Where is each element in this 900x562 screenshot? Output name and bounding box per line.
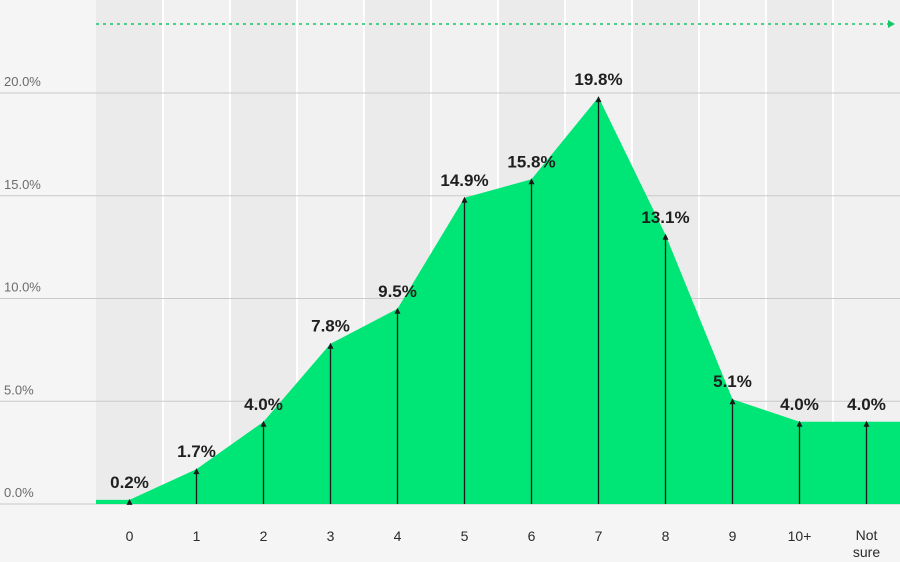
data-label: 4.0% — [244, 395, 283, 414]
y-axis: 0.0% 5.0% 10.0% 15.0% 20.0% — [4, 74, 41, 500]
area-layer — [96, 97, 900, 505]
top-indicator — [96, 20, 895, 28]
column-band — [96, 0, 163, 504]
data-labels: 0.2% 1.7% 4.0% 7.8% 9.5% 14.9% 15.8% 19.8% 13.1%… — [110, 70, 886, 492]
data-point-marker — [729, 398, 736, 405]
x-tick-label: 0 — [126, 528, 134, 544]
data-label: 0.2% — [110, 473, 149, 492]
x-tick-label: Not — [856, 527, 878, 543]
data-label: 19.8% — [574, 70, 622, 89]
data-point-marker — [126, 498, 133, 505]
data-point-marker — [863, 420, 870, 427]
data-label: 4.0% — [780, 395, 819, 414]
data-label: 4.0% — [847, 395, 886, 414]
data-point-marker — [193, 468, 200, 475]
area-fill — [96, 97, 900, 505]
data-point-marker — [796, 420, 803, 427]
column-band — [163, 0, 230, 504]
data-point-marker — [528, 178, 535, 185]
x-tick-label: 7 — [595, 528, 603, 544]
data-point-marker — [327, 342, 334, 349]
data-point-marker — [595, 96, 602, 103]
data-label: 1.7% — [177, 442, 216, 461]
x-tick-label: 4 — [394, 528, 402, 544]
data-label: 15.8% — [507, 152, 555, 171]
data-label: 13.1% — [641, 208, 689, 227]
arrow-right-icon — [888, 20, 895, 28]
data-label: 14.9% — [440, 171, 488, 190]
y-tick-label: 20.0% — [4, 74, 41, 89]
data-point-marker — [260, 420, 267, 427]
y-tick-label: 15.0% — [4, 177, 41, 192]
data-label: 9.5% — [378, 282, 417, 301]
x-tick-label: 10+ — [788, 528, 812, 544]
x-tick-label: sure — [853, 544, 880, 560]
data-point-marker — [461, 196, 468, 203]
data-point-marker — [662, 233, 669, 240]
data-label: 7.8% — [311, 317, 350, 336]
x-tick-label: 6 — [528, 528, 536, 544]
data-point-marker — [394, 307, 401, 314]
y-tick-label: 0.0% — [4, 485, 34, 500]
y-tick-label: 5.0% — [4, 382, 34, 397]
data-label: 5.1% — [713, 372, 752, 391]
x-tick-label: 8 — [662, 528, 670, 544]
y-tick-label: 10.0% — [4, 280, 41, 295]
stem-layer — [126, 96, 870, 505]
x-tick-label: 3 — [327, 528, 335, 544]
x-tick-label: 2 — [260, 528, 268, 544]
x-tick-label: 5 — [461, 528, 469, 544]
x-tick-label: 1 — [193, 528, 201, 544]
x-tick-label: 9 — [729, 528, 737, 544]
column-band — [833, 0, 900, 504]
